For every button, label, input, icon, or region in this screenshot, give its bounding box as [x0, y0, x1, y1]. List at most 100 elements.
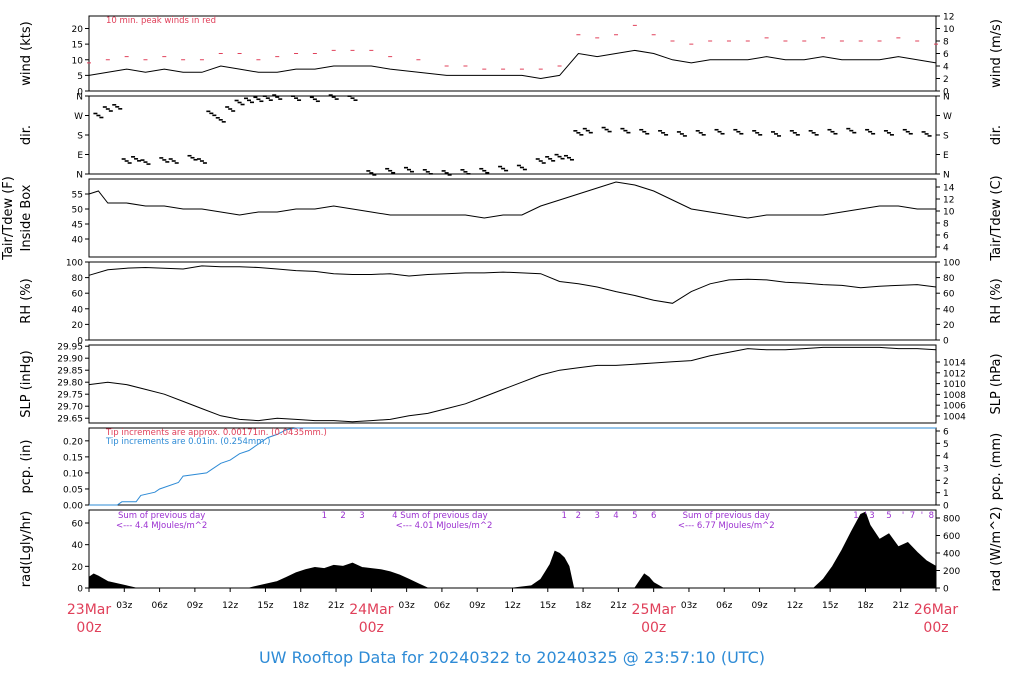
wind-series-line: [88, 49, 937, 80]
dir-point: [582, 127, 587, 130]
dir-ytick-label-right: N: [943, 171, 950, 181]
x-hour-label: 15z: [822, 601, 838, 611]
dir-point: [538, 160, 543, 162]
dir-point: [720, 132, 725, 135]
slp-ytick-label: 29.85: [57, 367, 83, 377]
x-hour-label: 06z: [151, 601, 167, 611]
x-hour-label: 12z: [787, 601, 803, 611]
rad-ylabel: rad(Lgly/hr): [19, 511, 34, 587]
temp-panel: [85, 178, 940, 258]
slp-ytick-label: 29.70: [57, 403, 83, 413]
pcp-ytick-label: 0.15: [63, 453, 83, 463]
wind-ytick-label-right: 12: [943, 13, 954, 23]
temp-ylabel: Tair/Tdew (F): [1, 176, 16, 261]
dir-point: [366, 170, 371, 172]
rh-ytick-label-right: 20: [943, 321, 955, 331]
dir-point: [560, 157, 565, 160]
x-hour-label: 15z: [540, 601, 556, 611]
pcp-ytick-label-right: 4: [943, 452, 949, 462]
pcp-ytick-label: 0.20: [63, 437, 83, 447]
dir-point: [262, 95, 267, 97]
dir-point: [385, 167, 390, 170]
x-day-label: 26Mar: [914, 602, 958, 618]
dir-point: [441, 170, 446, 172]
dir-point: [256, 98, 261, 101]
dir-point: [199, 160, 204, 162]
dir-point: [196, 158, 201, 160]
rad-area: [88, 511, 937, 589]
wind-ytick-label: 0: [77, 88, 83, 98]
temp-ylabel-right: Tair/Tdew (C): [989, 175, 1004, 261]
x-hour-label: 06z: [716, 601, 732, 611]
dir-frame: [88, 95, 937, 175]
dir-point: [121, 158, 126, 160]
dir-point: [143, 161, 148, 163]
dir-point: [391, 171, 396, 174]
dir-point: [827, 128, 832, 131]
dir-point: [814, 134, 819, 136]
dir-point: [422, 169, 427, 171]
dir-point: [159, 157, 164, 159]
x-day-sub-label: 00z: [76, 620, 101, 636]
wind-ytick-label: 10: [72, 56, 84, 66]
rad-marker: 6: [651, 511, 656, 521]
rad-marker: ': [921, 511, 923, 521]
dir-point: [425, 171, 430, 173]
temp-ylabel-sub: Inside Box: [19, 184, 34, 251]
dir-point: [498, 165, 503, 168]
rad-note-line2: <--- 6.77 MJoules/m^2: [678, 521, 775, 531]
dir-point: [789, 130, 794, 132]
dir-point: [162, 159, 167, 161]
slp-ytick-label: 29.90: [57, 355, 83, 365]
dir-point: [259, 100, 264, 103]
temp-ytick-label-right: 6: [943, 232, 949, 242]
dir-point: [312, 98, 317, 101]
temp-ytick-label: 50: [72, 206, 84, 216]
dir-point: [883, 130, 888, 132]
dir-point: [209, 112, 214, 115]
rad-frame: [88, 509, 937, 589]
rad-marker: 4: [392, 511, 397, 521]
dir-point: [664, 134, 669, 136]
dir-point: [268, 99, 273, 101]
temp-ytick-label: 55: [72, 191, 83, 201]
dir-point: [846, 127, 851, 130]
x-hour-label: 18z: [857, 601, 873, 611]
pcp-ytick-label-right: 1: [943, 489, 949, 499]
x-day-sub-label: 00z: [923, 620, 948, 636]
dir-ytick-label: W: [74, 112, 83, 122]
dir-point: [218, 119, 223, 121]
pcp-note-approx: Tip increments are approx. 0.00171in. (0…: [105, 428, 327, 438]
dir-point: [771, 131, 776, 133]
dir-ylabel-right: dir.: [989, 125, 1004, 145]
wind-ylabel-right: wind (m/s): [989, 19, 1004, 88]
dir-point: [131, 156, 136, 158]
dir-point: [331, 96, 336, 98]
dir-point: [240, 103, 245, 106]
rad-marker: 3: [594, 511, 599, 521]
dir-point: [871, 132, 876, 135]
dir-point: [115, 106, 120, 108]
dir-point: [833, 132, 838, 135]
dir-point: [516, 164, 521, 167]
dir-point: [482, 169, 487, 172]
rh-ytick-label: 20: [72, 321, 84, 331]
dir-point: [557, 155, 562, 158]
rh-panel: [85, 261, 940, 341]
rad-note-line2: <--- 4.4 MJoules/m^2: [116, 521, 207, 531]
dir-point: [519, 166, 524, 169]
dir-point: [249, 101, 254, 104]
dir-point: [428, 173, 433, 175]
rad-ytick-label-right: 600: [943, 532, 960, 542]
wind-ylabel: wind (kts): [19, 21, 34, 85]
x-hour-label: 09z: [751, 601, 767, 611]
dir-point: [852, 131, 857, 134]
rad-panel: [85, 509, 940, 589]
x-hour-label: 03z: [116, 601, 132, 611]
rad-marker: ': [902, 511, 904, 521]
wind-ytick-label: 20: [72, 25, 84, 35]
x-day-sub-label: 00z: [359, 620, 384, 636]
wind-ytick-label-right: 2: [943, 75, 949, 85]
x-day-label: 24Mar: [349, 602, 393, 618]
